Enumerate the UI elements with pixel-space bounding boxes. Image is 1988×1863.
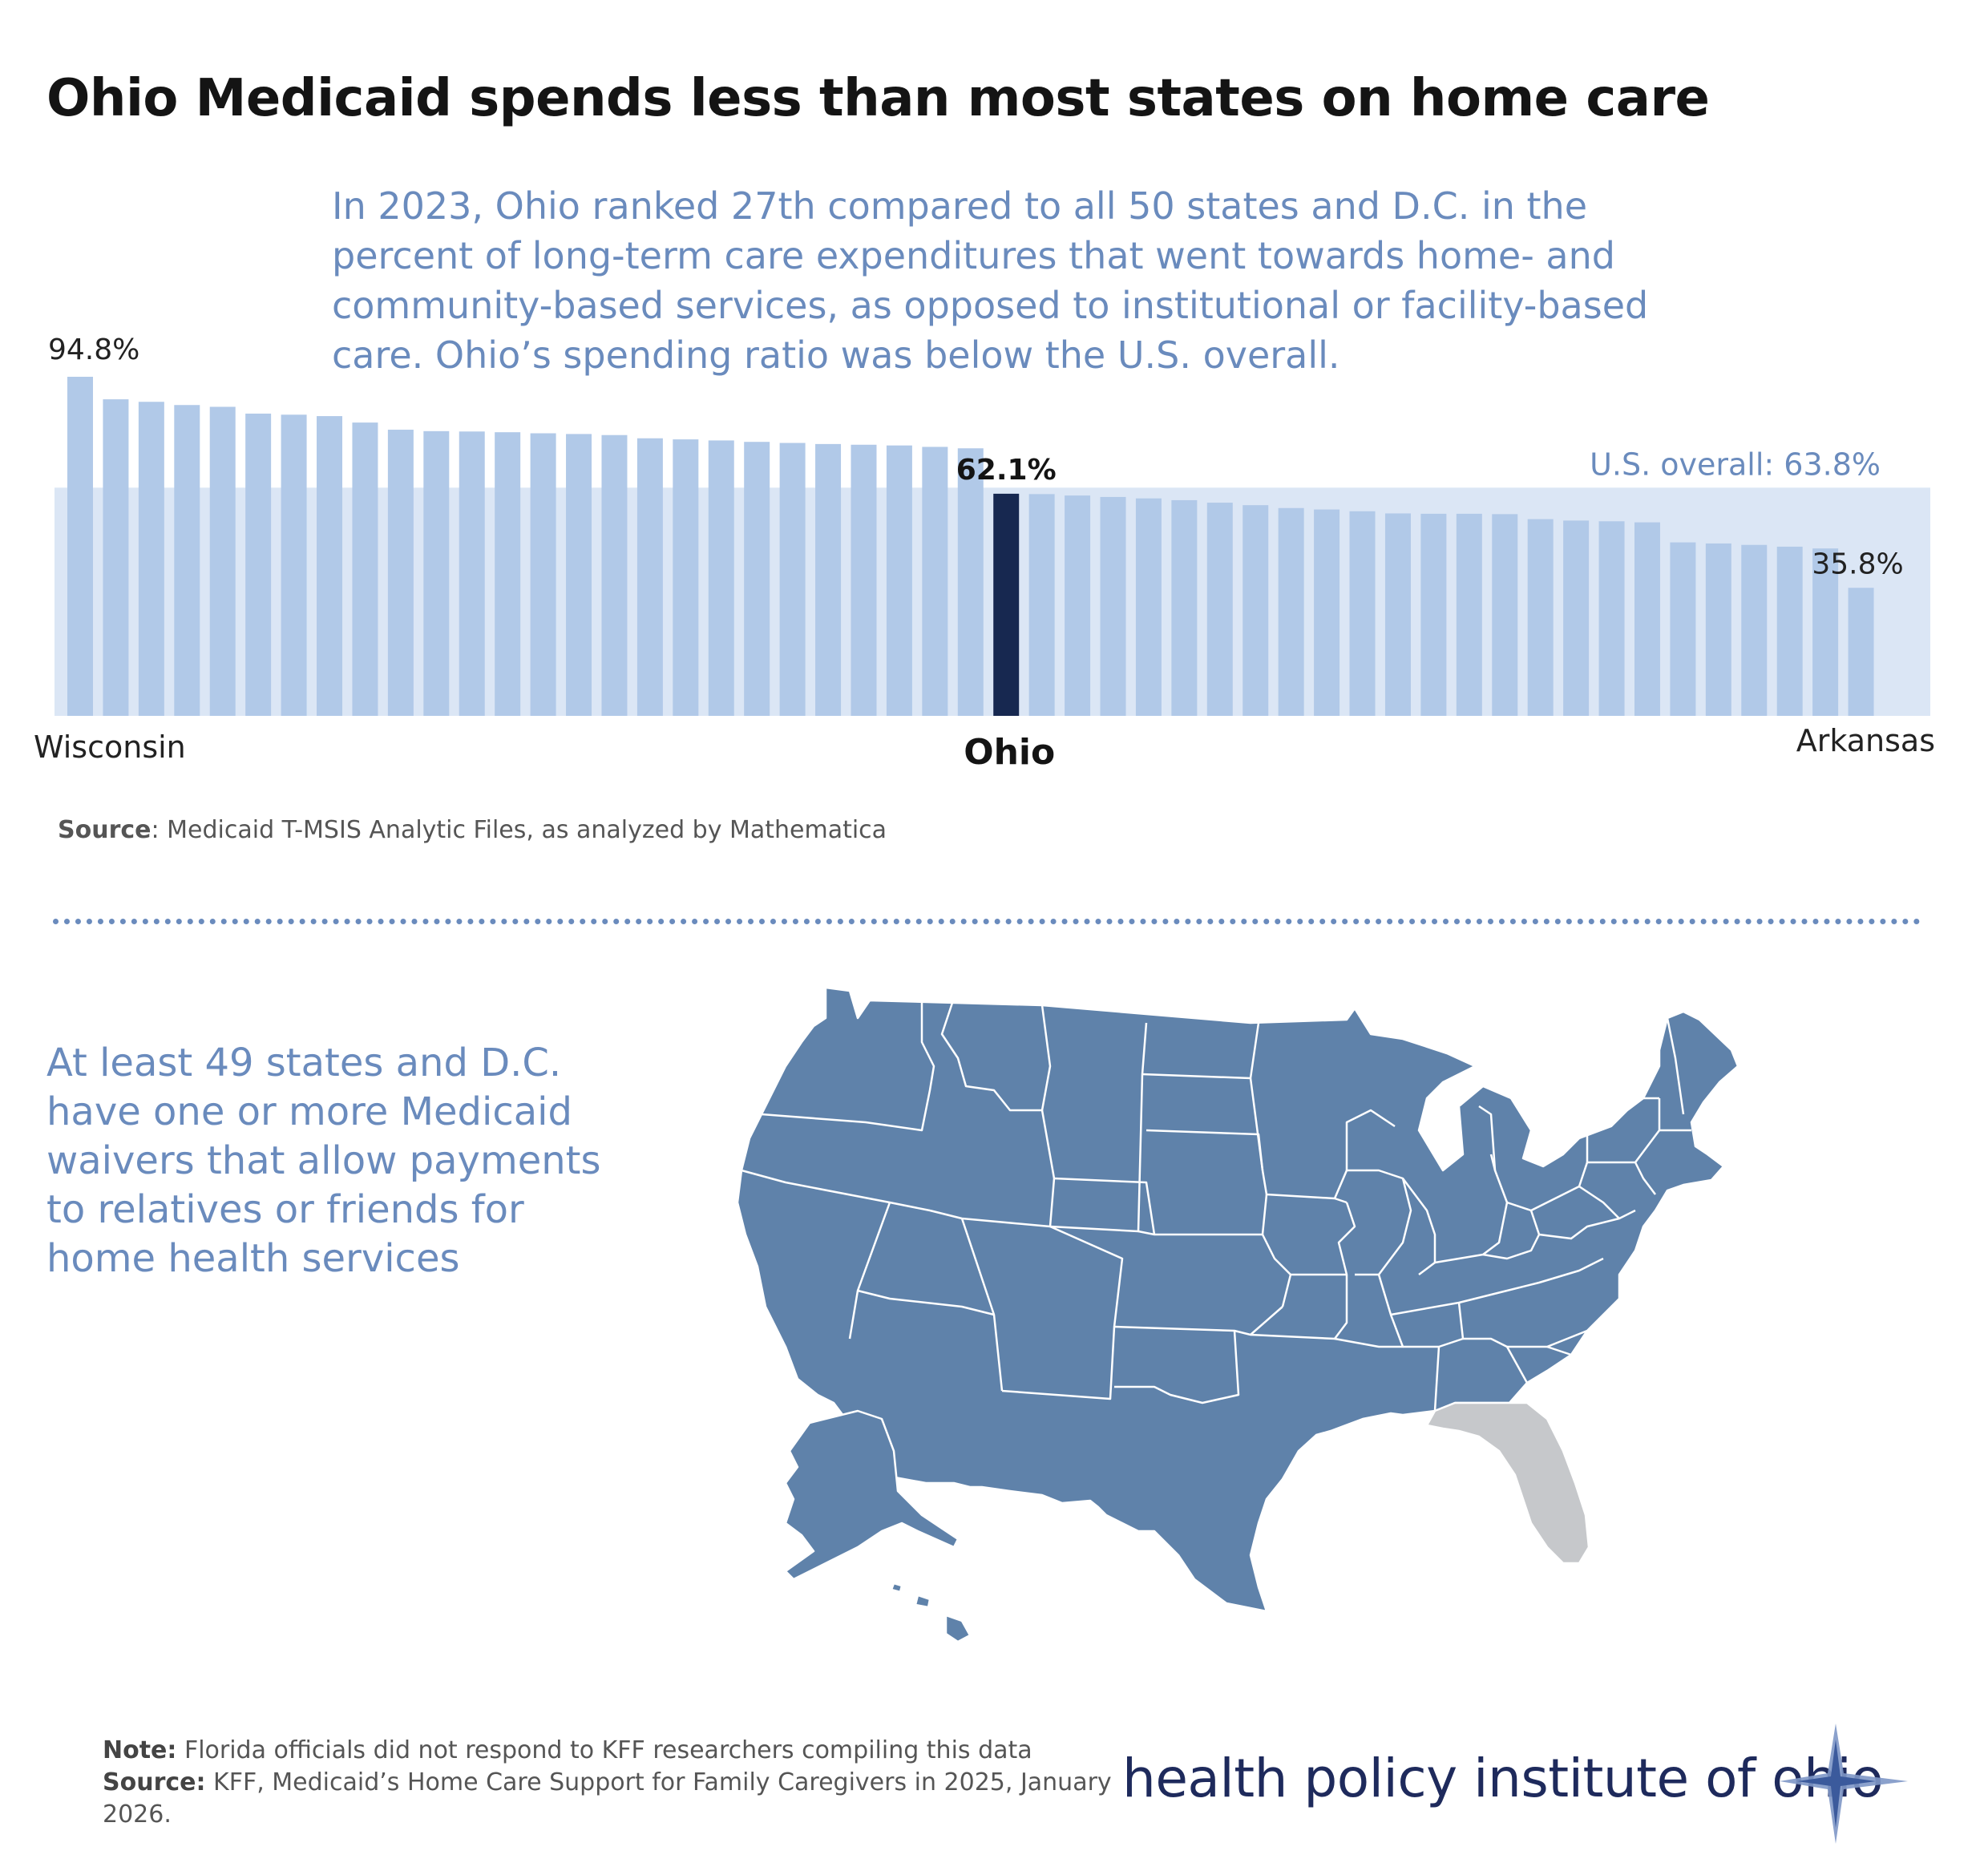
bar-state xyxy=(1384,513,1411,716)
last-value-label: 35.8% xyxy=(1812,548,1903,580)
source-label: Source xyxy=(58,816,152,844)
hawaii-island-3 xyxy=(890,1582,903,1594)
wisconsin-label: Wisconsin xyxy=(34,729,186,765)
footnote: Note: Florida officials did not respond … xyxy=(103,1735,1129,1831)
bar-state xyxy=(103,399,129,716)
waiver-statement: At least 49 states and D.C. have one or … xyxy=(46,1041,601,1281)
bar-state xyxy=(1492,514,1518,716)
state-borders xyxy=(741,992,1691,1412)
bar-state xyxy=(1456,513,1482,716)
bar-state xyxy=(708,440,734,716)
bar-state xyxy=(317,416,343,716)
source2-text: KFF, Medicaid’s Home Care Support for Fa… xyxy=(103,1768,1112,1829)
bar-state xyxy=(174,405,200,716)
bar-state xyxy=(957,448,984,716)
bar-state xyxy=(530,433,556,716)
bar-state xyxy=(601,434,628,716)
source-line: Source: KFF, Medicaid’s Home Care Suppor… xyxy=(103,1767,1129,1831)
bar-state xyxy=(495,432,521,716)
bar-state xyxy=(1065,495,1091,716)
bar-state xyxy=(1135,498,1162,716)
bar-state xyxy=(1278,507,1304,716)
bar-state xyxy=(1314,509,1340,716)
bar-group xyxy=(67,377,1874,716)
hawaii-island-2 xyxy=(914,1594,931,1609)
bar-state xyxy=(245,413,272,716)
bar-state xyxy=(1634,522,1660,716)
bar-state xyxy=(1349,511,1376,716)
bar-state xyxy=(387,430,414,716)
bar-state xyxy=(815,443,842,716)
bar-state xyxy=(423,430,450,716)
bar-state xyxy=(779,443,806,716)
arkansas-label: Arkansas xyxy=(1796,723,1935,758)
bar-state xyxy=(566,434,592,716)
bar-state xyxy=(1848,588,1874,716)
source2-label: Source: xyxy=(103,1768,206,1796)
chart-source: Source: Medicaid T-MSIS Analytic Files, … xyxy=(58,816,887,844)
compass-star-icon xyxy=(1780,1724,1908,1844)
bar-state xyxy=(1812,548,1839,716)
us-map xyxy=(737,986,1740,1643)
note-text: Florida officials did not respond to KFF… xyxy=(176,1736,1032,1764)
bar-state xyxy=(138,402,164,716)
bar-state xyxy=(209,406,236,716)
bar-state xyxy=(1028,494,1055,716)
logo-text: health policy institute of ohio xyxy=(1122,1748,1884,1809)
bar-chart: 94.8% 62.1% 35.8% U.S. overall: 63.8% Wi… xyxy=(34,333,1935,773)
bar-state xyxy=(1420,513,1447,716)
bar-state xyxy=(673,439,699,716)
us-overall-label: U.S. overall: 63.8% xyxy=(1590,447,1881,482)
note-line: Note: Florida officials did not respond … xyxy=(103,1735,1129,1767)
bar-state xyxy=(1563,520,1590,716)
bar-state xyxy=(281,414,307,716)
bar-state xyxy=(1670,542,1696,716)
ohio-value-label: 62.1% xyxy=(956,454,1057,487)
source-text: : Medicaid T-MSIS Analytic Files, as ana… xyxy=(151,816,887,844)
ohio-label: Ohio xyxy=(964,732,1055,773)
bar-state xyxy=(744,442,770,716)
logo: health policy institute of ohio xyxy=(1122,1724,1924,1844)
alaska-shape xyxy=(784,1409,960,1581)
bar-state xyxy=(1741,544,1768,716)
bar-state xyxy=(636,438,663,716)
hawaii-shape xyxy=(944,1614,972,1643)
first-value-label: 94.8% xyxy=(48,333,139,366)
bar-state xyxy=(1776,546,1803,716)
bar-state xyxy=(1598,521,1625,716)
page-title: Ohio Medicaid spends less than most stat… xyxy=(46,69,1710,128)
bar-state xyxy=(886,445,912,716)
bar-state xyxy=(922,447,948,716)
dotted-divider xyxy=(53,919,1921,924)
note-label: Note: xyxy=(103,1736,177,1764)
bar-state xyxy=(851,444,877,716)
bar-state xyxy=(1527,519,1554,716)
bar-state xyxy=(1206,503,1233,716)
bar-state xyxy=(459,431,485,716)
bar-state xyxy=(1100,496,1126,716)
bar-state xyxy=(352,422,378,716)
bar-state xyxy=(67,377,93,716)
florida-shape xyxy=(1425,1401,1590,1565)
bar-state xyxy=(1171,499,1198,716)
bar-ohio xyxy=(993,493,1020,716)
bar-state xyxy=(1242,505,1269,716)
bar-state xyxy=(1705,543,1731,716)
chart-subtitle: In 2023, Ohio ranked 27th compared to al… xyxy=(332,184,1649,377)
